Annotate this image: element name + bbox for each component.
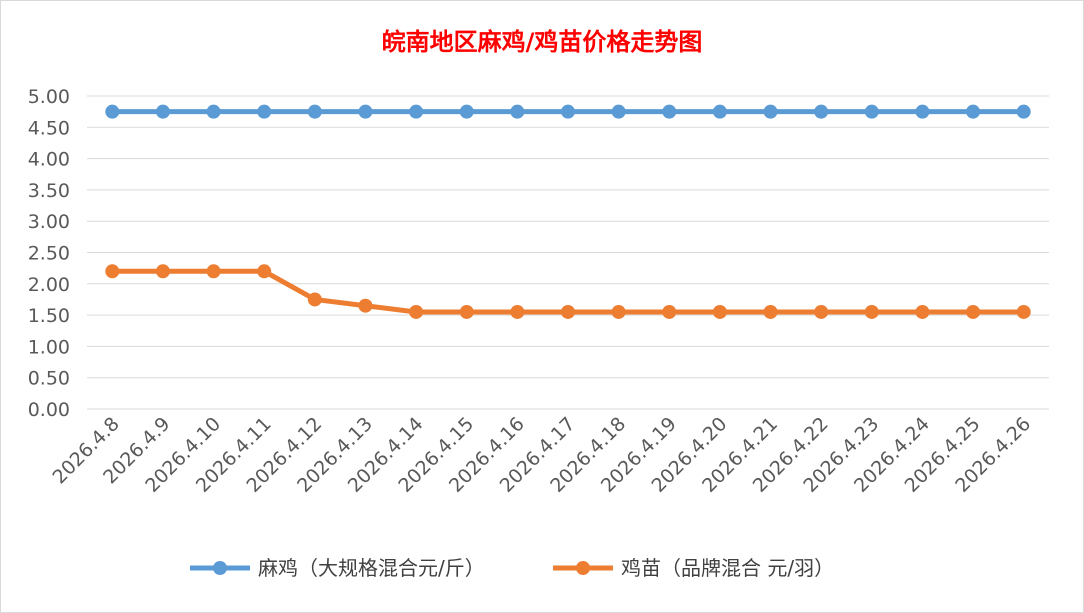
- data-point: [409, 304, 424, 319]
- data-point: [1016, 304, 1031, 319]
- data-point: [155, 264, 170, 279]
- data-point: [561, 304, 575, 319]
- series-1: [105, 104, 1031, 119]
- data-point: [763, 104, 778, 119]
- series-2: [105, 264, 1031, 319]
- y-tick-label: 5.00: [28, 86, 70, 108]
- data-point: [763, 304, 778, 319]
- y-tick-label: 2.00: [28, 274, 70, 296]
- data-point: [155, 104, 170, 119]
- y-tick-label: 2.50: [28, 243, 70, 265]
- data-point: [459, 104, 474, 119]
- data-point: [257, 264, 272, 279]
- legend: 麻鸡（大规格混合元/斤） 鸡苗（品牌混合 元/羽）: [190, 556, 834, 580]
- data-point: [358, 104, 373, 119]
- y-tick-label: 0.00: [28, 399, 70, 421]
- data-point: [611, 304, 626, 319]
- data-point: [966, 104, 981, 119]
- data-point: [915, 304, 930, 319]
- data-point: [864, 104, 879, 119]
- legend-marker: [213, 561, 227, 575]
- y-axis-ticks: 0.00 0.50 1.00 1.50 2.00 2.50 3.00 3.50 4.00 4.50…: [28, 86, 70, 421]
- legend-item: 鸡苗（品牌混合 元/羽）: [553, 556, 834, 580]
- y-tick-label: 4.00: [28, 149, 70, 171]
- data-point: [105, 104, 120, 119]
- data-point: [206, 104, 221, 119]
- data-point: [611, 104, 626, 119]
- chart-title: 皖南地区麻鸡/鸡苗价格走势图: [382, 28, 703, 56]
- legend-label: 鸡苗（品牌混合 元/羽）: [621, 556, 834, 580]
- data-point: [105, 264, 120, 279]
- data-point: [459, 304, 474, 319]
- data-point: [966, 304, 981, 319]
- plot-area: [105, 104, 1031, 319]
- data-point: [510, 104, 525, 119]
- data-point: [662, 304, 677, 319]
- data-point: [257, 104, 272, 119]
- legend-item: 麻鸡（大规格混合元/斤）: [190, 556, 485, 580]
- data-point: [712, 304, 727, 319]
- y-tick-label: 3.00: [28, 211, 70, 233]
- legend-marker: [576, 561, 590, 575]
- data-point: [864, 304, 879, 319]
- data-point: [358, 298, 373, 313]
- y-tick-label: 1.00: [28, 336, 70, 358]
- y-tick-label: 3.50: [28, 180, 70, 202]
- data-point: [814, 104, 829, 119]
- y-tick-label: 0.50: [28, 368, 70, 390]
- data-point: [510, 304, 525, 319]
- y-tick-label: 1.50: [28, 305, 70, 327]
- data-point: [712, 104, 727, 119]
- data-point: [561, 104, 575, 119]
- data-point: [662, 104, 677, 119]
- data-point: [307, 292, 322, 307]
- data-point: [409, 104, 424, 119]
- data-point: [206, 264, 221, 279]
- legend-label: 麻鸡（大规格混合元/斤）: [258, 556, 485, 580]
- y-tick-label: 4.50: [28, 117, 70, 139]
- gridlines: [87, 95, 1049, 410]
- data-point: [307, 104, 322, 119]
- data-point: [1016, 104, 1031, 119]
- data-point: [814, 304, 829, 319]
- data-point: [915, 104, 930, 119]
